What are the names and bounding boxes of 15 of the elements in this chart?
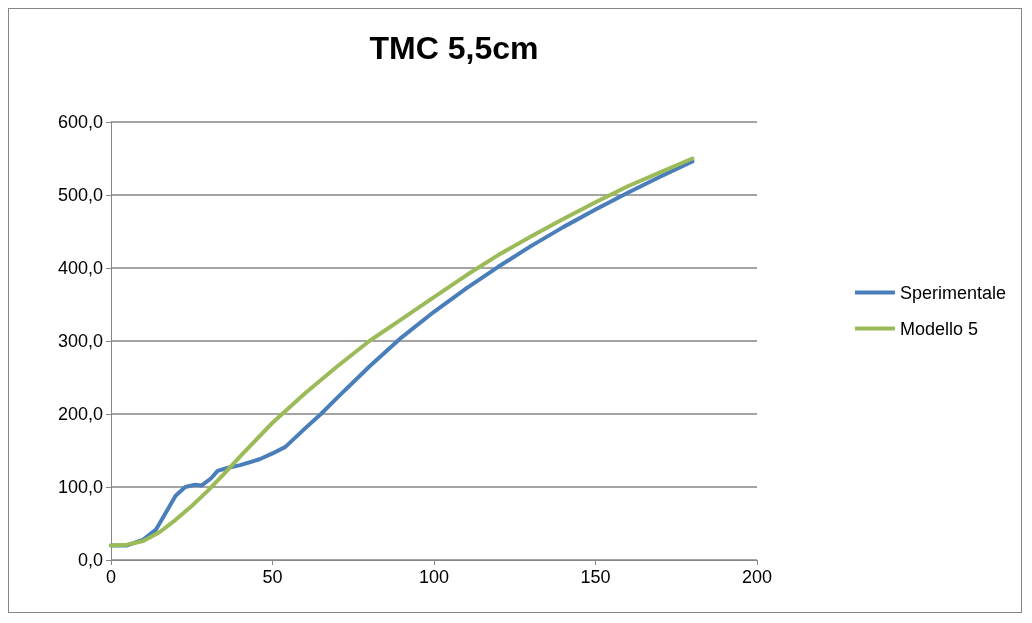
y-tick-label: 0,0 [77,550,103,570]
x-tick-label: 0 [105,567,117,587]
y-tick-label: 100,0 [57,477,103,497]
y-tick-label: 500,0 [57,185,103,205]
y-tick-label: 600,0 [57,112,103,132]
chart-title: TMC 5,5cm [369,30,539,66]
x-tick-label: 200 [741,567,773,587]
x-tick-label: 150 [580,567,611,587]
x-tick-label: 100 [418,567,450,587]
y-tick-label: 400,0 [57,258,103,278]
legend-label: Modello 5 [899,318,978,339]
x-tick-label: 50 [262,567,283,587]
y-tick-label: 200,0 [57,404,103,424]
legend-label: Sperimentale [899,282,1006,303]
y-tick-label: 300,0 [57,331,103,351]
